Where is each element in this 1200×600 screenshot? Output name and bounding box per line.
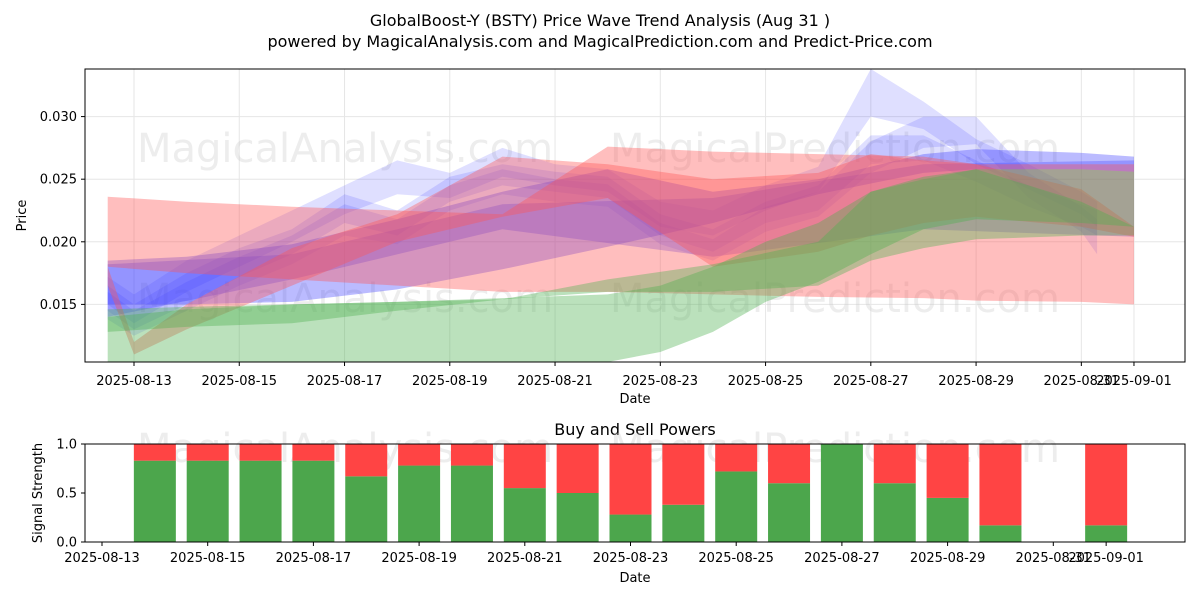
buy-bar-14: [873, 483, 916, 542]
signal-xlabel: Date: [619, 571, 650, 586]
price-ylabel: Price: [15, 200, 30, 232]
buy-bar-9: [609, 514, 652, 542]
price-xtick-label-4: 2025-08-21: [517, 374, 593, 389]
buy-bar-12: [768, 483, 811, 542]
buy-bar-0: [133, 460, 176, 542]
signal-xtick-label-1: 2025-08-15: [170, 551, 246, 566]
band-red-band-1: [107, 146, 1135, 305]
price-xtick-label-2: 2025-08-17: [307, 374, 383, 389]
sell-bar-2: [239, 444, 282, 461]
signal-xtick-label-0: 2025-08-13: [64, 551, 140, 566]
sell-bar-1: [186, 444, 229, 461]
signal-ytick-label-1: 0.5: [56, 487, 77, 502]
signal-ytick-label-0: 0.0: [56, 536, 77, 551]
band-green-band-2: [107, 169, 1135, 362]
sell-bar-16: [979, 444, 1022, 526]
price-xtick-label-7: 2025-08-27: [833, 374, 909, 389]
band-blue-wave-1: [107, 135, 1098, 330]
signal-xtick-label-7: 2025-08-27: [804, 551, 880, 566]
buy-bar-5: [398, 465, 441, 542]
buy-bar-17: [1085, 525, 1128, 542]
buy-bar-1: [186, 460, 229, 542]
chart-title-line2: powered by MagicalAnalysis.com and Magic…: [267, 32, 932, 51]
signal-xtick-label-2: 2025-08-17: [276, 551, 352, 566]
sell-bar-11: [715, 444, 758, 472]
band-blue-wave-2: [107, 69, 1098, 324]
buy-bar-6: [450, 465, 493, 542]
watermark-prediction-top: MagicalPrediction.com: [610, 126, 1060, 172]
buy-bar-7: [503, 488, 546, 542]
signal-title: Buy and Sell Powers: [554, 420, 716, 439]
price-ytick-label-1: 0.020: [40, 235, 77, 250]
sell-bar-10: [662, 444, 705, 505]
price-ytick-label-0: 0.015: [40, 298, 77, 313]
price-xtick-label-9: 2025-08-31: [1044, 374, 1120, 389]
band-green-band-1: [107, 169, 1135, 332]
buy-bar-4: [345, 476, 388, 542]
signal-ytick-label-2: 1.0: [56, 438, 77, 453]
signal-xtick-label-9: 2025-08-31: [1016, 551, 1092, 566]
signal-xtick-label-3: 2025-08-19: [381, 551, 457, 566]
sell-bar-15: [926, 444, 969, 498]
buy-bar-11: [715, 471, 758, 542]
buy-bar-8: [556, 493, 599, 542]
signal-xtick-label-5: 2025-08-23: [593, 551, 669, 566]
sell-bar-8: [556, 444, 599, 493]
price-xtick-label-10: 2025-09-01: [1096, 374, 1172, 389]
price-xtick-label-0: 2025-08-13: [96, 374, 172, 389]
signal-panel: Buy and Sell PowersMagicalAnalysis.comMa…: [31, 420, 1186, 586]
price-xtick-label-6: 2025-08-25: [728, 374, 804, 389]
buy-bar-15: [926, 497, 969, 542]
sell-bar-17: [1085, 444, 1128, 526]
sell-bar-4: [345, 444, 388, 477]
signal-xtick-label-4: 2025-08-21: [487, 551, 563, 566]
signal-xtick-label-10: 2025-09-01: [1068, 551, 1144, 566]
price-xtick-label-5: 2025-08-23: [623, 374, 699, 389]
sell-bar-9: [609, 444, 652, 515]
buy-bar-16: [979, 525, 1022, 542]
price-xtick-label-1: 2025-08-15: [201, 374, 277, 389]
watermark-analysis-mid: MagicalAnalysis.com: [137, 276, 553, 322]
watermark-prediction-mid: MagicalPrediction.com: [610, 276, 1060, 322]
sell-bar-6: [450, 444, 493, 466]
price-ytick-label-3: 0.030: [40, 110, 77, 125]
price-frame: [84, 68, 1186, 363]
price-xlabel: Date: [619, 392, 650, 407]
sell-bar-14: [873, 444, 916, 484]
band-blue-trend: [107, 149, 1135, 305]
price-xtick-label-3: 2025-08-19: [412, 374, 488, 389]
buy-bar-3: [292, 460, 335, 542]
price-bands: [107, 69, 1135, 362]
signal-ylabel: Signal Strength: [31, 443, 46, 543]
chart-title-line1: GlobalBoost-Y (BSTY) Price Wave Trend An…: [370, 11, 830, 30]
sell-bar-5: [398, 444, 441, 466]
buy-bar-10: [662, 504, 705, 542]
price-panel: MagicalAnalysis.com MagicalPrediction.com…: [15, 68, 1186, 407]
band-purple-band: [107, 160, 1135, 317]
band-red-band-2: [107, 154, 1135, 355]
band-blue-wave-3: [107, 116, 1098, 336]
sell-bar-12: [768, 444, 811, 484]
sell-bar-7: [503, 444, 546, 489]
price-ytick-label-2: 0.025: [40, 173, 77, 188]
watermark-analysis-top: MagicalAnalysis.com: [137, 126, 553, 172]
buy-bar-13: [820, 444, 863, 542]
sell-bar-3: [292, 444, 335, 461]
buy-bar-2: [239, 460, 282, 542]
signal-xtick-label-6: 2025-08-25: [698, 551, 774, 566]
price-xtick-label-8: 2025-08-29: [938, 374, 1014, 389]
sell-bar-0: [133, 444, 176, 461]
signal-xtick-label-8: 2025-08-29: [910, 551, 986, 566]
